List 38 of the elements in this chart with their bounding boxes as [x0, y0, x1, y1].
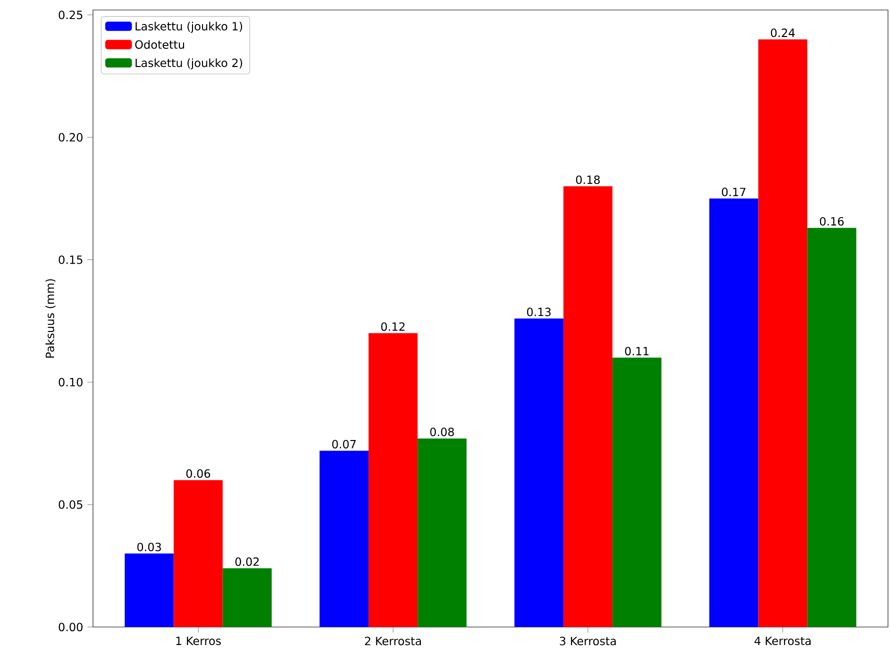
bar	[174, 480, 223, 627]
data-label: 0.18	[576, 175, 600, 184]
data-label: 0.06	[186, 469, 210, 478]
y-tick-label: 0.25	[58, 10, 82, 20]
bar	[320, 450, 369, 627]
bar	[124, 554, 174, 627]
bar	[758, 39, 808, 627]
x-tick-label: 3 Kerrosta	[560, 636, 616, 646]
y-tick-label: 0.15	[58, 255, 82, 264]
bar	[612, 358, 662, 627]
data-label: 0.11	[625, 346, 648, 356]
data-label: 0.13	[527, 308, 551, 316]
data-label: 0.16	[820, 217, 844, 226]
legend-label: Laskettu (joukko 1)	[136, 22, 242, 33]
data-label: 0.08	[430, 428, 454, 436]
y-tick-label: 0.05	[58, 500, 82, 509]
bar	[709, 198, 758, 627]
x-tick-label: 2 Kerrosta	[365, 636, 421, 646]
data-label: 0.02	[235, 557, 259, 566]
bar	[368, 333, 418, 627]
y-tick-label: 0.10	[58, 378, 83, 386]
y-tick-label: 0.20	[58, 133, 83, 142]
bar	[563, 186, 612, 627]
bar	[807, 228, 856, 627]
x-tick-label: 1 Kerros	[176, 636, 221, 646]
y-axis-title: Paksuus (mm)	[45, 279, 56, 358]
bar	[222, 568, 272, 627]
data-label: 0.07	[332, 440, 356, 448]
bar	[418, 438, 467, 627]
y-tick-label: 0.00	[58, 622, 83, 632]
data-label: 0.17	[722, 188, 746, 196]
bar	[514, 318, 564, 627]
data-label: 0.12	[381, 322, 405, 331]
data-label: 0.24	[770, 28, 795, 38]
legend-label: Odotettu	[135, 40, 184, 49]
legend-label: Laskettu (joukko 2)	[136, 58, 242, 70]
x-tick-label: 4 Kerrosta	[754, 636, 811, 646]
data-label: 0.03	[137, 542, 161, 552]
